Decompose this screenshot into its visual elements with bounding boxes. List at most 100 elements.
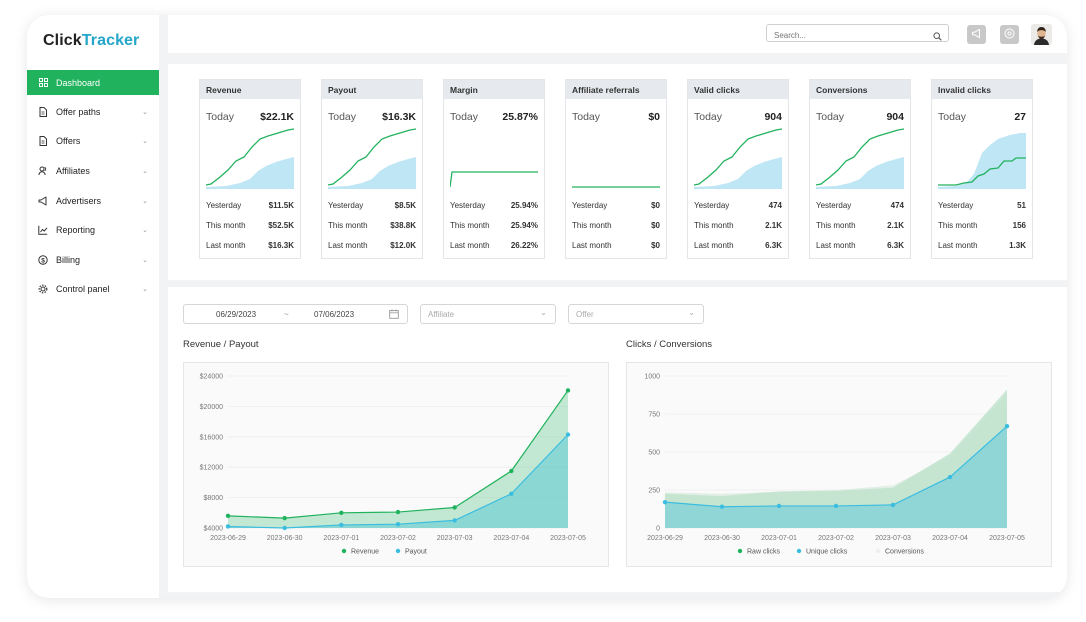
kpi-card-revenue[interactable]: Revenue Today $22.1K Yesterday $11.5K This mo…: [199, 79, 301, 259]
kpi-row-value: $0: [651, 241, 660, 250]
data-point[interactable]: [339, 522, 344, 528]
data-point[interactable]: [833, 503, 839, 509]
kpi-today-value: $0: [648, 111, 660, 123]
y-tick-label: $8000: [204, 495, 224, 502]
date-from: 06/29/2023: [216, 310, 257, 319]
help-button[interactable]: [1000, 25, 1019, 44]
chart-title-revenue-payout: Revenue / Payout: [183, 339, 259, 350]
date-range-picker[interactable]: 06/29/2023 ~ 07/06/2023: [183, 304, 408, 324]
line-chart-icon: [38, 225, 48, 235]
x-tick-label: 2023-06-29: [210, 535, 246, 542]
kpi-card-payout[interactable]: Payout Today $16.3K Yesterday $8.5K This mont…: [321, 79, 423, 259]
data-point[interactable]: [509, 491, 514, 496]
chevron-down-icon: ⌄: [142, 138, 148, 146]
kpi-card-invalid-clicks[interactable]: Invalid clicks Today 27 Yesterday 51 This mon…: [931, 79, 1033, 259]
data-point[interactable]: [662, 499, 668, 505]
legend-label[interactable]: Unique clicks: [806, 549, 848, 556]
data-point[interactable]: [225, 524, 231, 529]
y-tick-label: $24000: [200, 374, 223, 381]
avatar[interactable]: [1031, 24, 1052, 45]
chevron-down-icon: ⌄: [142, 227, 148, 235]
kpi-row-label: Last month: [328, 241, 368, 250]
data-point[interactable]: [282, 525, 287, 531]
x-tick-label: 2023-07-02: [818, 535, 854, 542]
kpi-card-valid-clicks[interactable]: Valid clicks Today 904 Yesterday 474 This mon…: [687, 79, 789, 259]
kpi-row-value: 1.3K: [1009, 241, 1026, 250]
kpi-row-label: Last month: [206, 241, 246, 250]
legend-label[interactable]: Conversions: [885, 549, 924, 556]
chevron-down-icon: ⌄: [540, 308, 547, 317]
offer-select[interactable]: Offer ⌄: [568, 304, 704, 324]
kpi-row-last-month: Last month $16.3K: [206, 241, 294, 261]
kpi-today: Today 27: [932, 99, 1032, 123]
kpi-row-value: $8.5K: [394, 201, 416, 210]
affiliate-select-placeholder: Affiliate: [428, 310, 455, 319]
sparkline-line: [816, 128, 905, 186]
sidebar-item-affiliates[interactable]: Affiliates ⌄: [27, 156, 159, 186]
kpi-card-margin[interactable]: Margin Today 25.87% Yesterday 25.94% This mon…: [443, 79, 545, 259]
kpi-today-label: Today: [816, 111, 845, 123]
sidebar-item-offer-paths[interactable]: Offer paths ⌄: [27, 97, 159, 127]
kpi-row-value: $16.3K: [268, 241, 294, 250]
legend-label[interactable]: Revenue: [351, 549, 379, 556]
x-tick-label: 2023-06-30: [704, 535, 740, 542]
data-point[interactable]: [565, 388, 571, 393]
megaphone-icon: [971, 26, 982, 44]
sparkline-line: [206, 128, 295, 186]
kpi-today: Today 904: [810, 99, 910, 123]
calendar-icon: [389, 309, 399, 321]
search-icon[interactable]: [933, 28, 942, 46]
x-tick-label: 2023-06-30: [267, 535, 303, 542]
legend-marker: [796, 548, 802, 554]
legend-label[interactable]: Payout: [405, 549, 427, 556]
data-point[interactable]: [719, 504, 725, 509]
data-point[interactable]: [947, 474, 953, 480]
legend-marker: [875, 548, 881, 554]
kpi-row-value: 25.94%: [510, 221, 538, 230]
announcements-button[interactable]: [967, 25, 986, 44]
kpi-card-title: Conversions: [810, 80, 910, 99]
logo-text-part2: Tracker: [81, 32, 140, 49]
kpi-row-label: Last month: [450, 241, 490, 250]
kpi-row-this-month: This month $38.8K: [328, 221, 416, 241]
data-point[interactable]: [890, 502, 896, 508]
sidebar-item-billing[interactable]: $ Billing ⌄: [27, 245, 159, 275]
sidebar-item-label: Reporting: [56, 225, 96, 236]
data-point[interactable]: [395, 522, 401, 527]
y-tick-label: $4000: [204, 526, 224, 533]
sidebar-item-dashboard[interactable]: Dashboard: [27, 70, 159, 95]
y-tick-label: $16000: [200, 434, 223, 441]
data-point[interactable]: [1004, 423, 1010, 429]
sidebar-item-label: Offers: [56, 136, 81, 147]
search-input[interactable]: [767, 27, 927, 44]
kpi-row-value: 156: [1012, 221, 1026, 230]
x-tick-label: 2023-07-03: [437, 535, 473, 542]
clicks-conversions-svg: 0 250 500 750 1000 2023-06-29 2023-06-30 2023-0…: [644, 374, 1025, 556]
data-point[interactable]: [282, 515, 287, 521]
kpi-row-label: This month: [206, 221, 246, 230]
sidebar-item-reporting[interactable]: Reporting ⌄: [27, 215, 159, 245]
legend-label[interactable]: Raw clicks: [747, 549, 781, 556]
data-point[interactable]: [452, 518, 457, 523]
search-box: [766, 24, 949, 44]
sidebar-item-offers[interactable]: Offers ⌄: [27, 127, 159, 157]
date-to: 07/06/2023: [314, 310, 355, 319]
data-point[interactable]: [776, 503, 782, 509]
y-tick-label: 500: [648, 450, 660, 457]
affiliate-select[interactable]: Affiliate ⌄: [420, 304, 556, 324]
data-point[interactable]: [339, 510, 344, 515]
logo[interactable]: ClickTracker: [43, 32, 139, 50]
data-point[interactable]: [452, 505, 457, 510]
kpi-card-affiliate-referrals[interactable]: Affiliate referrals Today $0 Yesterday $0 Thi…: [565, 79, 667, 259]
data-point[interactable]: [565, 432, 571, 437]
kpi-rows: Yesterday 474 This month 2.1K Last month 6.3K: [694, 201, 782, 261]
kpi-card-conversions[interactable]: Conversions Today 904 Yesterday 474 This mont…: [809, 79, 911, 259]
data-point[interactable]: [395, 509, 401, 515]
data-point[interactable]: [509, 468, 514, 474]
sidebar-item-control-panel[interactable]: Control panel ⌄: [27, 275, 159, 305]
sidebar-item-advertisers[interactable]: Advertisers ⌄: [27, 186, 159, 216]
kpi-row-value: 51: [1017, 201, 1026, 210]
data-point[interactable]: [225, 513, 231, 519]
sidebar-item-label: Billing: [56, 254, 81, 265]
chart-title-clicks-conversions: Clicks / Conversions: [626, 339, 713, 350]
